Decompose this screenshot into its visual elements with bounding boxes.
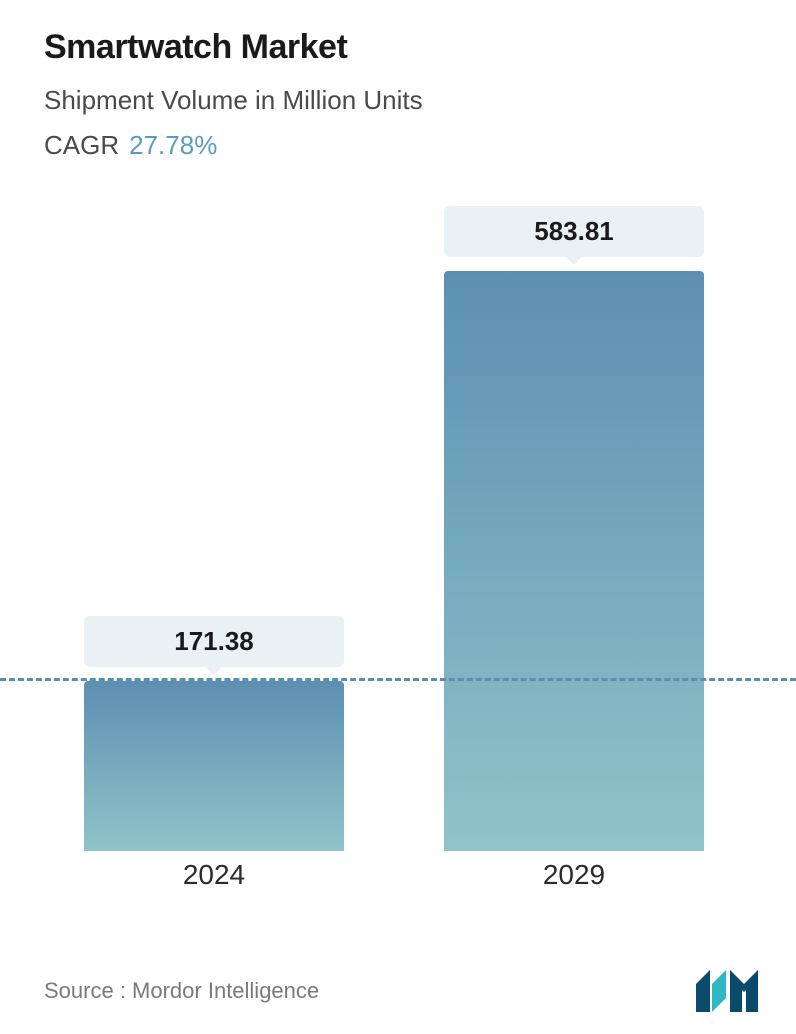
value-badge: 171.38 — [84, 616, 344, 667]
reference-line — [0, 678, 796, 681]
logo-shape-1 — [696, 970, 710, 1012]
cagr-label: CAGR — [44, 130, 119, 160]
source-text: Source : Mordor Intelligence — [44, 978, 319, 1004]
chart-area: 171.38 2024 583.81 2029 — [44, 191, 764, 891]
footer: Source : Mordor Intelligence — [44, 970, 764, 1012]
bar — [84, 681, 344, 851]
bar-group: 583.81 — [444, 206, 704, 851]
xaxis-label: 2024 — [84, 859, 344, 891]
cagr-value: 27.78% — [129, 130, 217, 160]
bar-group: 171.38 — [84, 616, 344, 851]
logo-shape-2 — [712, 970, 726, 1012]
logo-shape-3 — [730, 970, 758, 1012]
xaxis-label: 2029 — [444, 859, 704, 891]
bar — [444, 271, 704, 851]
chart-subtitle: Shipment Volume in Million Units — [44, 85, 764, 116]
chart-title: Smartwatch Market — [44, 28, 764, 67]
brand-logo-icon — [696, 970, 764, 1012]
value-badge: 583.81 — [444, 206, 704, 257]
cagr-row: CAGR 27.78% — [44, 130, 764, 161]
